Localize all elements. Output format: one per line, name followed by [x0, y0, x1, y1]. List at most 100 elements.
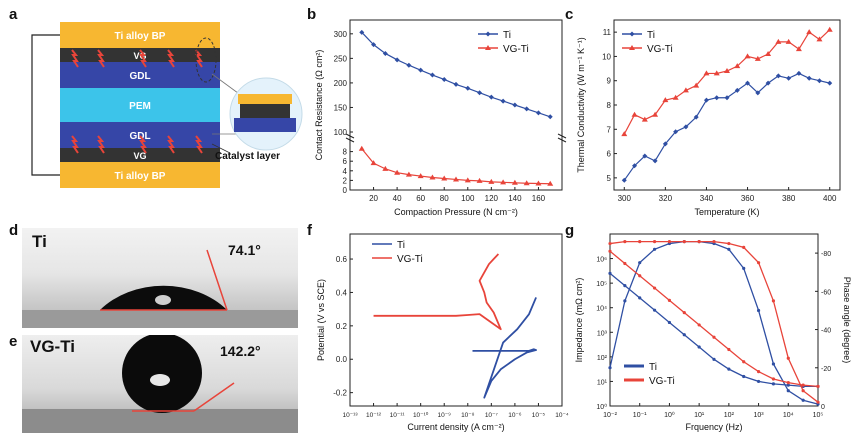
- y-tick-label: 0: [343, 186, 348, 195]
- data-point: [786, 383, 790, 387]
- data-point: [673, 129, 679, 135]
- legend-label: VG-Ti: [503, 44, 529, 55]
- data-point: [476, 177, 483, 183]
- x-tick-label: 10⁻¹: [633, 412, 647, 419]
- y-tick-label: 5: [607, 174, 612, 183]
- data-point: [429, 174, 436, 180]
- contact-spark-icon: [195, 135, 203, 154]
- data-point: [816, 384, 820, 388]
- legend-marker: [485, 31, 491, 37]
- data-point: [672, 94, 679, 100]
- y-tick-label: 7: [607, 125, 612, 134]
- y-tick-label: 6: [343, 157, 348, 166]
- data-point: [524, 106, 530, 112]
- contact-spark-icon: [97, 135, 105, 154]
- y-tick-label: 4: [343, 167, 348, 176]
- data-point: [734, 63, 741, 69]
- zoom-region-marker: [195, 37, 217, 83]
- legend-label: VG-Ti: [397, 254, 423, 265]
- data-point: [623, 284, 627, 288]
- data-point: [816, 78, 822, 84]
- layer-label-0: Ti alloy BP: [115, 31, 166, 42]
- contact-spark-icon: [195, 49, 203, 68]
- data-point: [724, 95, 730, 101]
- y-tick-label: 0.6: [336, 255, 348, 264]
- layer-4: [60, 122, 220, 148]
- panel-label-d: d: [9, 222, 19, 239]
- x-tick-label: 20: [369, 194, 378, 203]
- x-tick-label: 380: [782, 194, 796, 203]
- data-point: [441, 76, 447, 82]
- sample-label-ti: Ti: [32, 232, 47, 251]
- data-point: [712, 335, 716, 339]
- data-point: [827, 80, 833, 86]
- data-point: [703, 97, 709, 103]
- data-point: [465, 85, 471, 91]
- layer-5: [60, 148, 220, 162]
- x-tick-label: 10⁻⁹: [437, 412, 451, 419]
- data-point: [667, 240, 672, 244]
- x-tick-label: 10³: [754, 412, 765, 419]
- x-tick-label: 10⁻¹¹: [390, 412, 406, 419]
- data-point: [724, 68, 730, 73]
- legend-marker: [485, 45, 491, 50]
- panel-label-b: b: [307, 6, 317, 23]
- contact-spark-icon: [139, 49, 147, 68]
- x-tick-label: 140: [508, 194, 522, 203]
- y-tick-label: 150: [334, 103, 348, 112]
- data-point: [801, 383, 805, 387]
- data-point: [796, 70, 802, 76]
- data-point: [358, 145, 365, 151]
- data-point: [742, 360, 746, 364]
- axis-break: [557, 137, 567, 143]
- data-point: [785, 38, 792, 44]
- y-tick-label: -0.2: [333, 389, 347, 398]
- legend-label: Ti: [503, 30, 511, 41]
- y-tick-label: 10²: [597, 355, 608, 362]
- x-tick-label: 10⁴: [783, 412, 794, 419]
- data-point: [500, 179, 507, 185]
- y-tick-label: 10³: [597, 330, 608, 337]
- data-point: [703, 70, 710, 76]
- y-axis-label: Thermal Conductivity (W m⁻¹ K⁻¹): [576, 37, 586, 173]
- data-point: [441, 175, 448, 181]
- layer-6: [60, 162, 220, 188]
- series-line-Ti: [623, 72, 830, 181]
- data-point: [638, 261, 642, 265]
- y-tick-label: 10⁵: [596, 281, 607, 288]
- data-point: [621, 177, 627, 183]
- data-point: [742, 374, 746, 379]
- data-point: [623, 240, 627, 244]
- data-point: [714, 95, 720, 101]
- data-point: [382, 50, 388, 56]
- data-point: [523, 180, 530, 186]
- x-axis-label: Current density (A cm⁻²): [407, 422, 504, 432]
- contact-angle-photo-ti: Ti 74.1°: [22, 228, 298, 328]
- panel-label-e: e: [9, 333, 18, 350]
- legend-label: VG-Ti: [647, 44, 673, 55]
- data-point: [418, 67, 424, 73]
- data-point: [682, 311, 686, 315]
- data-point: [786, 356, 790, 360]
- y2-tick-label: 0: [821, 404, 825, 411]
- data-point: [712, 240, 716, 244]
- y-tick-label: 10⁶: [596, 257, 607, 264]
- data-point: [727, 241, 731, 246]
- data-point: [786, 381, 790, 385]
- data-point: [642, 153, 648, 159]
- callout-pointer: [211, 143, 231, 154]
- data-point: [765, 51, 772, 56]
- data-point: [652, 286, 657, 290]
- contact-angle-ti: 74.1°: [228, 242, 261, 258]
- data-point: [394, 57, 400, 63]
- data-point: [693, 114, 699, 120]
- data-point: [638, 296, 642, 300]
- data-point: [652, 247, 657, 251]
- data-point: [744, 53, 751, 59]
- data-point: [608, 249, 612, 253]
- data-point: [652, 308, 657, 312]
- y-tick-label: 300: [334, 30, 348, 39]
- data-point: [713, 70, 720, 76]
- data-point: [382, 165, 389, 171]
- data-point: [801, 389, 805, 393]
